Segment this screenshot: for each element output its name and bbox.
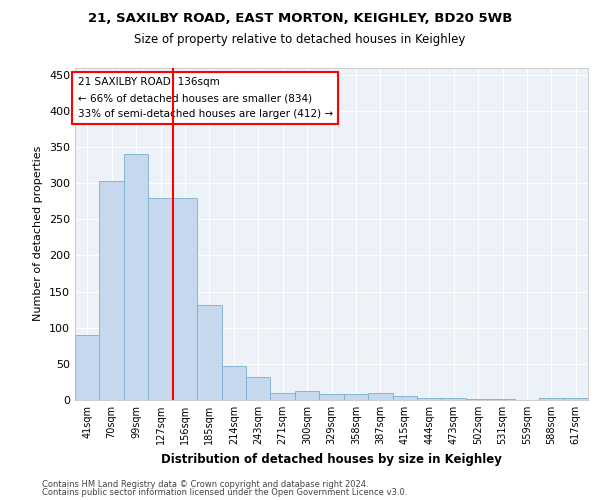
Bar: [539, 398, 563, 400]
Text: Contains public sector information licensed under the Open Government Licence v3: Contains public sector information licen…: [42, 488, 407, 497]
Y-axis label: Number of detached properties: Number of detached properties: [34, 146, 43, 322]
Bar: [563, 398, 588, 400]
Bar: [271, 394, 295, 400]
Text: Size of property relative to detached houses in Keighley: Size of property relative to detached ho…: [134, 32, 466, 46]
Bar: [148, 198, 173, 400]
Bar: [221, 366, 246, 400]
Bar: [75, 335, 100, 400]
Bar: [295, 392, 319, 400]
X-axis label: Distribution of detached houses by size in Keighley: Distribution of detached houses by size …: [161, 452, 502, 466]
Bar: [368, 394, 392, 400]
Bar: [100, 181, 124, 400]
Bar: [124, 154, 148, 400]
Bar: [173, 198, 197, 400]
Text: Contains HM Land Registry data © Crown copyright and database right 2024.: Contains HM Land Registry data © Crown c…: [42, 480, 368, 489]
Bar: [392, 396, 417, 400]
Bar: [417, 398, 442, 400]
Bar: [246, 377, 271, 400]
Text: 21 SAXILBY ROAD: 136sqm
← 66% of detached houses are smaller (834)
33% of semi-d: 21 SAXILBY ROAD: 136sqm ← 66% of detache…: [77, 78, 332, 118]
Bar: [344, 394, 368, 400]
Bar: [466, 398, 490, 400]
Bar: [442, 398, 466, 400]
Text: 21, SAXILBY ROAD, EAST MORTON, KEIGHLEY, BD20 5WB: 21, SAXILBY ROAD, EAST MORTON, KEIGHLEY,…: [88, 12, 512, 26]
Bar: [197, 306, 221, 400]
Bar: [319, 394, 344, 400]
